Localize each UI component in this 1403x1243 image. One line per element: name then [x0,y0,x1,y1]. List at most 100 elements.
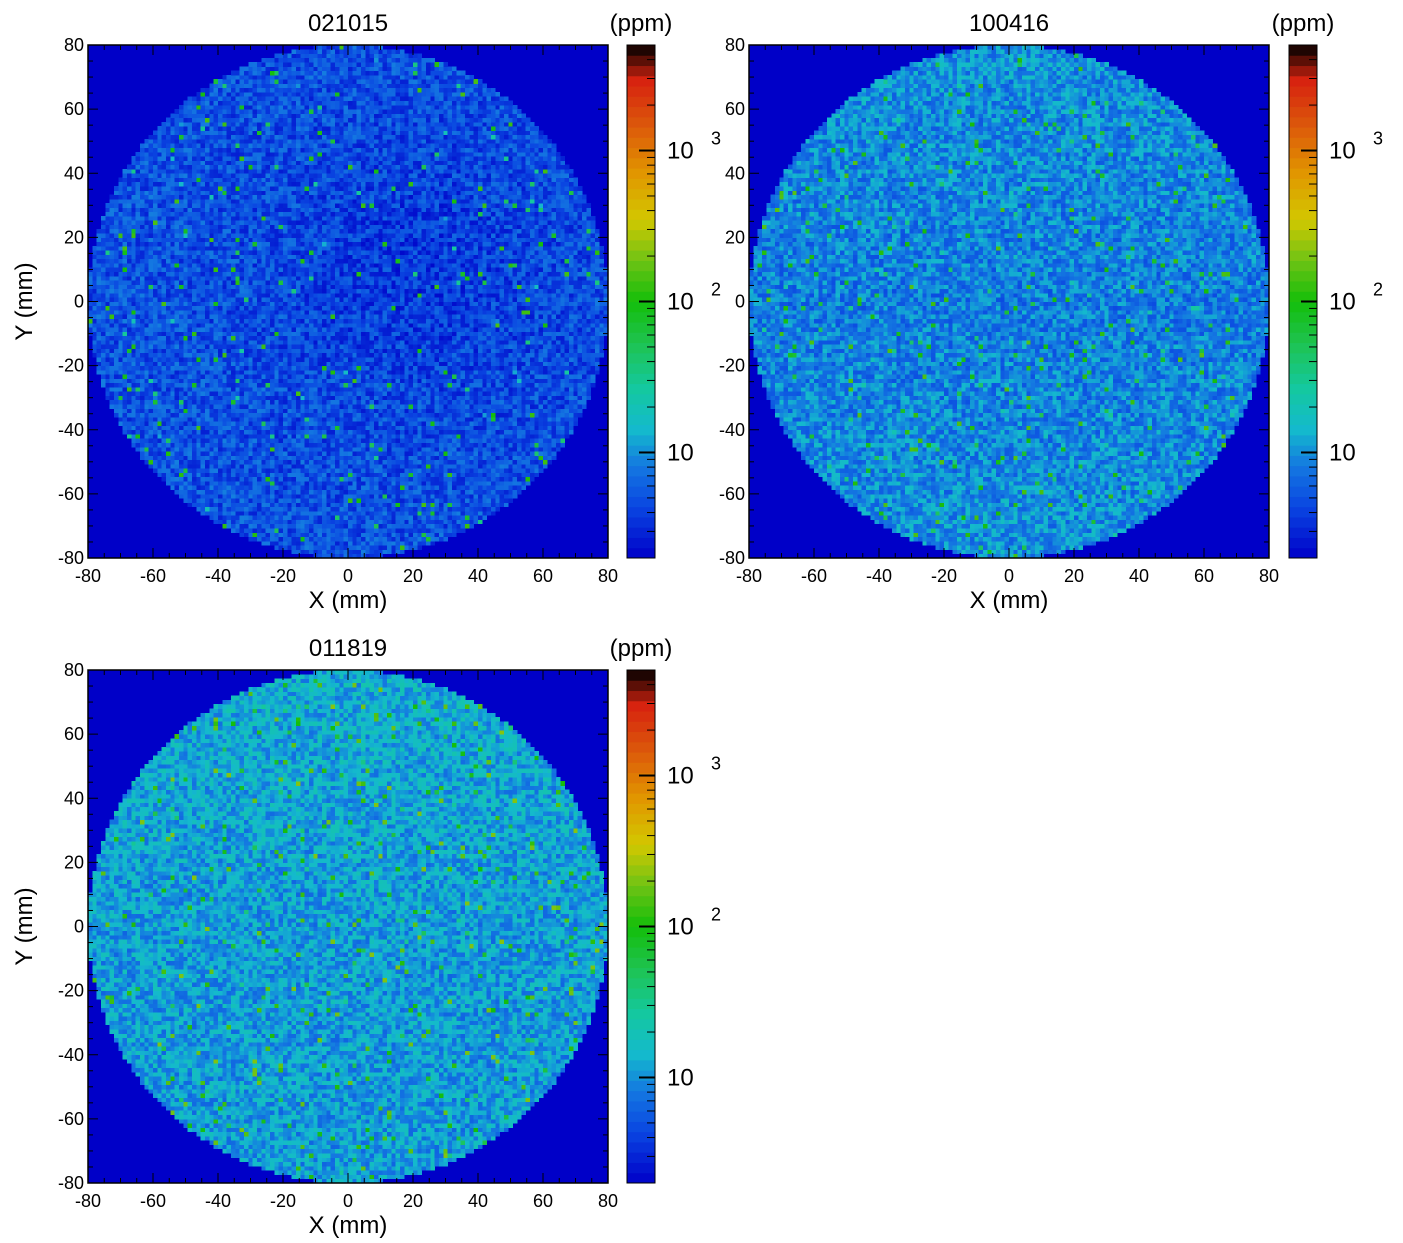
heatmap-cell [452,336,457,341]
heatmap-cell [261,438,266,443]
heatmap-cell [209,473,214,478]
heatmap-cell [413,455,418,460]
heatmap-cell [300,460,305,465]
heatmap-cell [357,383,362,388]
heatmap-cell [218,400,223,405]
heatmap-cell [344,387,349,392]
heatmap-cell [309,532,314,537]
heatmap-cell [205,349,210,354]
heatmap-cell [175,340,180,345]
heatmap-cell [469,468,474,473]
heatmap-cell [409,485,414,490]
heatmap-cell [244,349,249,354]
heatmap-cell [365,549,370,554]
heatmap-cell [396,524,401,529]
heatmap-cell [283,391,288,396]
heatmap-cell [227,502,232,507]
heatmap-cell [144,353,149,358]
heatmap-cell [430,532,435,537]
heatmap-cell [365,532,370,537]
heatmap-cell [205,370,210,375]
heatmap-cell [348,447,353,452]
heatmap-cell [504,451,509,456]
heatmap-cell [235,451,240,456]
heatmap-cell [331,366,336,371]
heatmap-cell [439,481,444,486]
heatmap-cell [469,361,474,366]
heatmap-cell [526,417,531,422]
heatmap-cell [322,460,327,465]
heatmap-cell [218,361,223,366]
heatmap-cell [253,477,258,482]
heatmap-cell [114,331,119,336]
heatmap-cell [422,374,427,379]
heatmap-cell [140,336,145,341]
heatmap-cell [235,485,240,490]
heatmap-cell [543,460,548,465]
heatmap-cell [300,370,305,375]
heatmap-cell [279,383,284,388]
heatmap-cell [270,417,275,422]
heatmap-cell [166,336,171,341]
heatmap-cell [309,366,314,371]
heatmap-cell [573,413,578,418]
heatmap-cell [521,438,526,443]
heatmap-cell [175,391,180,396]
heatmap-cell [547,460,552,465]
heatmap-cell [231,400,236,405]
heatmap-cell [469,434,474,439]
heatmap-cell [461,515,466,520]
heatmap-cell [309,396,314,401]
heatmap-cell [469,502,474,507]
heatmap-cell [335,455,340,460]
heatmap-cell [326,524,331,529]
heatmap-cell [417,515,422,520]
heatmap-cell [179,336,184,341]
heatmap-cell [552,374,557,379]
heatmap-cell [235,370,240,375]
heatmap-cell [240,408,245,413]
heatmap-cell [482,408,487,413]
heatmap-cell [244,438,249,443]
heatmap-cell [114,344,119,349]
heatmap-cell [227,473,232,478]
heatmap-cell [387,443,392,448]
heatmap-cell [404,464,409,469]
heatmap-cell [413,545,418,550]
heatmap-cell [335,541,340,546]
heatmap-cell [205,477,210,482]
heatmap-cell [205,366,210,371]
heatmap-cell [348,413,353,418]
heatmap-cell [543,447,548,452]
heatmap-cell [227,485,232,490]
heatmap-cell [261,417,266,422]
heatmap-cell [274,502,279,507]
heatmap-cell [370,425,375,430]
heatmap-cell [361,511,366,516]
heatmap-cell [144,366,149,371]
heatmap-cell [365,387,370,392]
heatmap-cell [361,425,366,430]
heatmap-cell [257,336,262,341]
heatmap-cell [417,396,422,401]
heatmap-cell [430,408,435,413]
heatmap-cell [296,455,301,460]
heatmap-cell [365,434,370,439]
heatmap-cell [313,502,318,507]
heatmap-cell [400,336,405,341]
heatmap-cell [183,374,188,379]
heatmap-cell [218,353,223,358]
heatmap-cell [426,396,431,401]
heatmap-cell [539,408,544,413]
heatmap-cell [413,502,418,507]
heatmap-cell [196,485,201,490]
heatmap-cell [209,460,214,465]
heatmap-cell [248,336,253,341]
heatmap-cell [422,485,427,490]
heatmap-cell [452,370,457,375]
heatmap-cell [296,400,301,405]
heatmap-cell [140,438,145,443]
heatmap-cell [357,370,362,375]
heatmap-cell [513,383,518,388]
heatmap-cell [370,374,375,379]
